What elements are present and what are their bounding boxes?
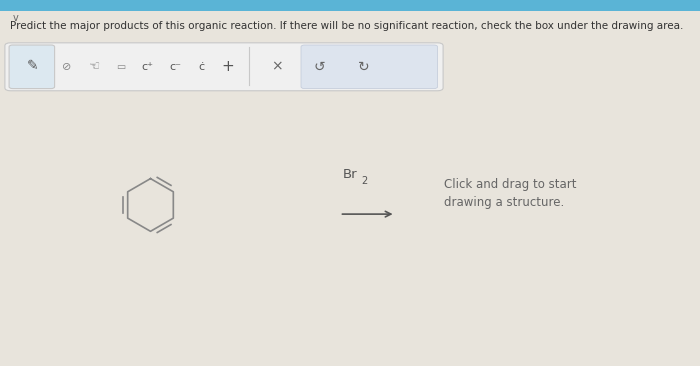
Text: ↻: ↻ [358,60,370,74]
Text: v: v [13,13,18,23]
Text: +: + [221,59,234,74]
Bar [0,0,700,11]
Text: Br: Br [343,168,358,181]
FancyBboxPatch shape [9,45,55,89]
Text: 2: 2 [361,176,368,186]
Text: Predict the major products of this organic reaction. If there will be no signifi: Predict the major products of this organ… [10,21,684,31]
Text: ⊘: ⊘ [62,61,71,72]
Text: ✎: ✎ [27,60,38,74]
Text: ☜: ☜ [89,60,100,73]
Text: ċ: ċ [199,61,204,72]
Text: c⁺: c⁺ [141,61,153,72]
Text: ▭: ▭ [116,61,125,72]
FancyBboxPatch shape [5,43,443,91]
Text: c⁻: c⁻ [169,61,181,72]
Text: ↺: ↺ [314,60,325,74]
Text: ×: × [271,60,282,74]
FancyBboxPatch shape [301,45,438,89]
Text: Click and drag to start
drawing a structure.: Click and drag to start drawing a struct… [444,179,577,209]
